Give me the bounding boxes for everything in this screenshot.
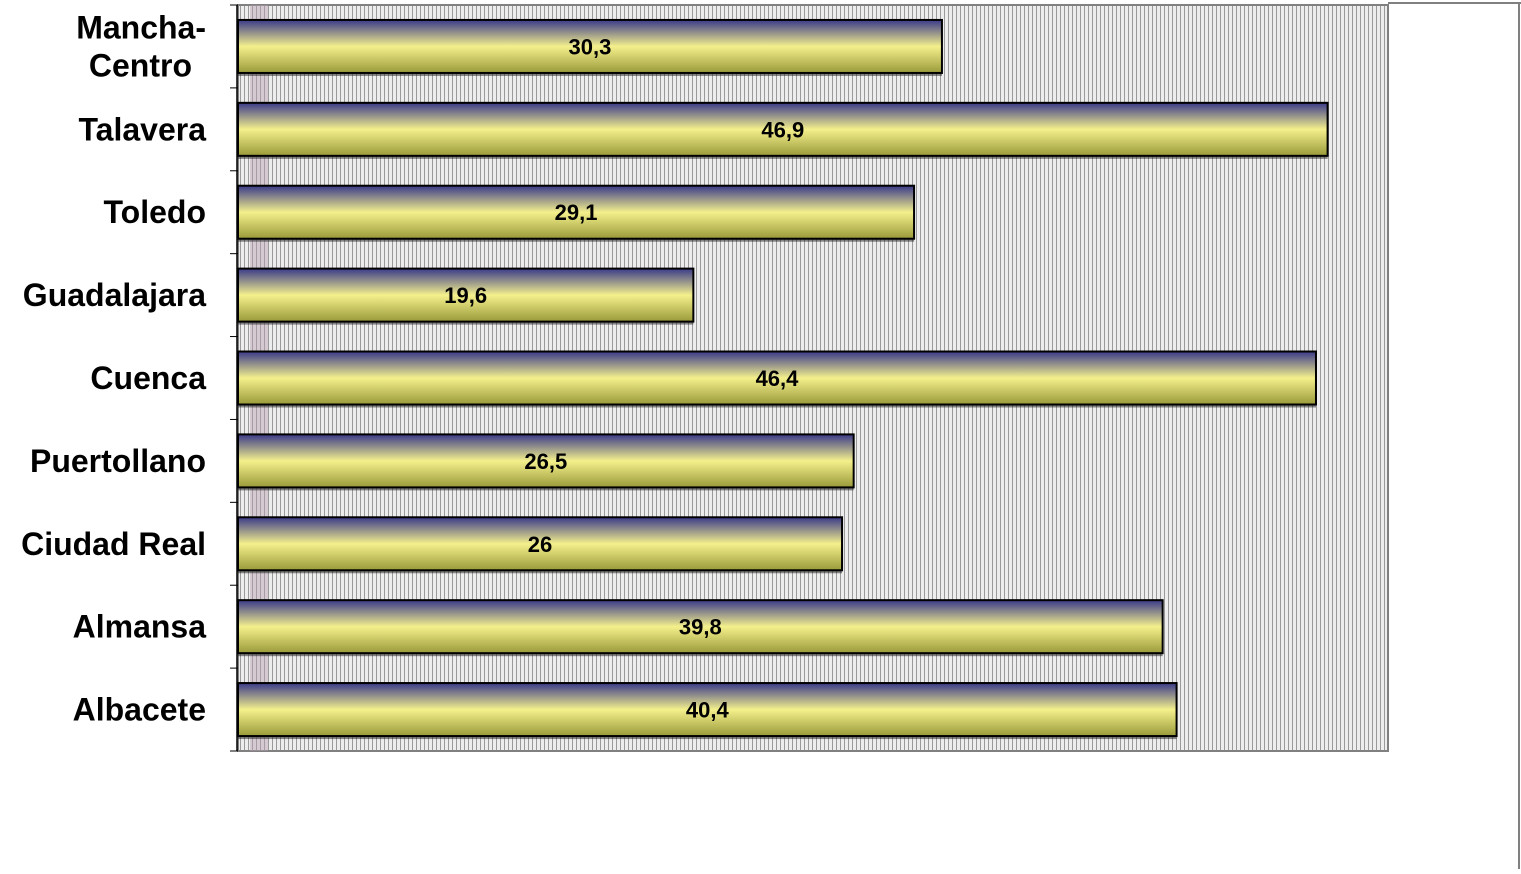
bar-value-label: 26	[528, 532, 552, 557]
category-label: Ciudad Real	[21, 526, 206, 562]
category-label: Guadalajara	[23, 277, 206, 313]
category-label-line: Centro	[89, 47, 192, 83]
category-label: Albacete	[73, 692, 206, 728]
bar-value-label: 46,4	[756, 366, 800, 391]
bar-cuenca	[237, 350, 1317, 406]
bar-albacete	[237, 682, 1178, 738]
bar-guadalajara	[237, 267, 695, 323]
category-label: Almansa	[73, 609, 207, 645]
bar-value-label: 29,1	[555, 200, 598, 225]
bar-talavera	[237, 101, 1329, 157]
bar-value-label: 26,5	[524, 449, 567, 474]
category-label-line: Mancha-	[76, 9, 206, 45]
category-label: Mancha-Centro	[76, 9, 206, 83]
bar-value-label: 30,3	[569, 34, 612, 59]
bar-value-label: 46,9	[761, 117, 804, 142]
bar-series	[237, 18, 1329, 740]
category-label: Puertollano	[30, 443, 206, 479]
bar-value-label: 19,6	[444, 283, 487, 308]
data-labels: 30,3 46,9 29,1 19,6 46,4 26,5 26 39,8 40,4	[444, 34, 804, 722]
category-label: Talavera	[79, 111, 207, 147]
bar-almansa	[237, 599, 1164, 655]
bar-value-label: 39,8	[679, 615, 722, 640]
category-labels: Mancha-Centro Talavera Toledo Guadalajara Cu…	[21, 9, 206, 727]
bar-toledo	[237, 184, 916, 240]
bar-mancha-centro	[237, 18, 943, 74]
bar-ciudad-real	[237, 516, 844, 572]
category-label: Cuenca	[90, 360, 206, 396]
y-axis-ticks	[230, 4, 238, 752]
category-label: Toledo	[104, 194, 207, 230]
bar-value-label: 40,4	[686, 698, 730, 723]
bar-puertollano	[237, 433, 855, 489]
